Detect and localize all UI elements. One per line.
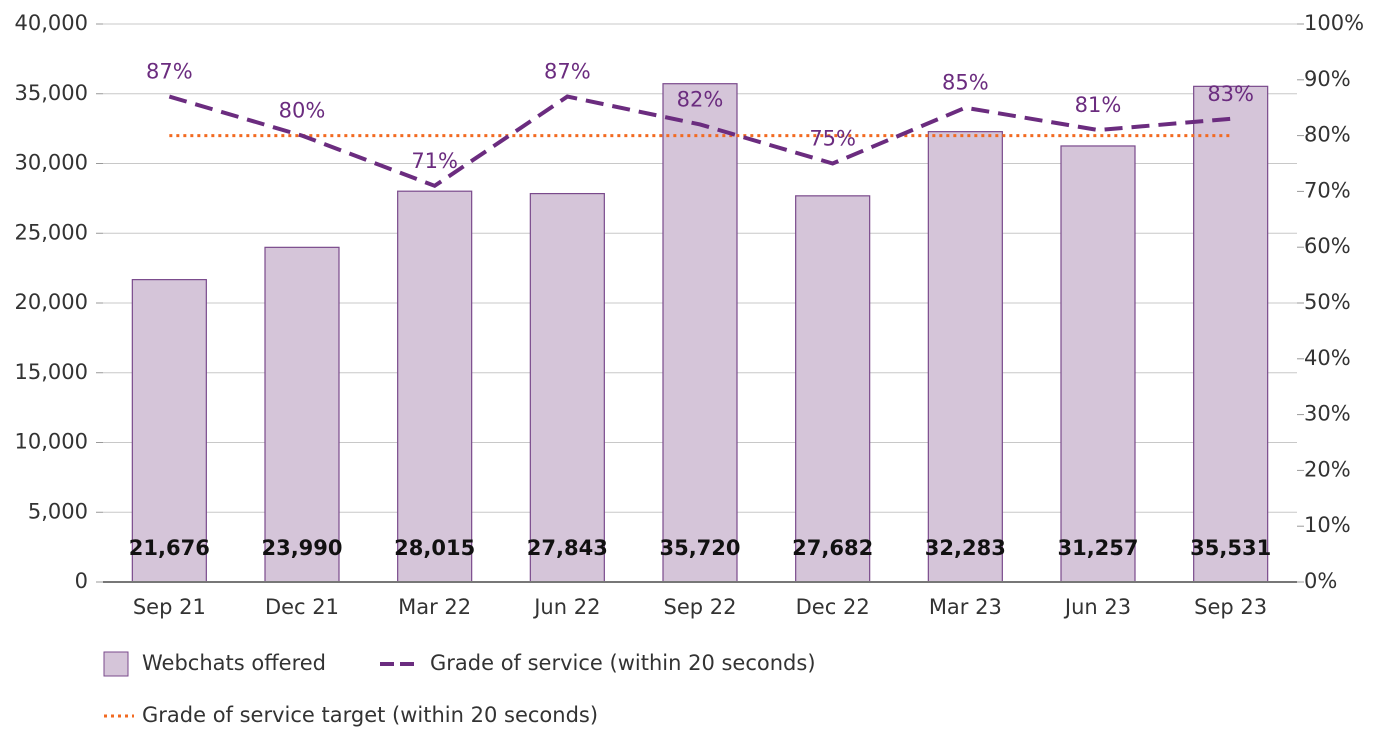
y2-tick-label: 0% bbox=[1304, 569, 1337, 593]
y-tick-label: 15,000 bbox=[15, 360, 88, 384]
line-value-label: 83% bbox=[1207, 82, 1254, 106]
line-value-label: 87% bbox=[544, 60, 591, 84]
y2-tick-label: 80% bbox=[1304, 123, 1351, 147]
x-tick-label: Jun 23 bbox=[1063, 595, 1131, 619]
y-tick-label: 30,000 bbox=[15, 151, 88, 175]
y2-tick-label: 10% bbox=[1304, 513, 1351, 537]
y2-tick-label: 100% bbox=[1304, 11, 1364, 35]
bar bbox=[529, 192, 605, 583]
x-tick-label: Dec 21 bbox=[265, 595, 339, 619]
y-tick-label: 5,000 bbox=[28, 499, 88, 523]
x-tick-label: Jun 22 bbox=[532, 595, 600, 619]
bar-value-label: 32,283 bbox=[925, 536, 1006, 560]
line-value-label: 80% bbox=[279, 99, 326, 123]
bar bbox=[131, 279, 207, 583]
x-tick-label: Mar 22 bbox=[398, 595, 471, 619]
bar-value-label: 31,257 bbox=[1057, 536, 1138, 560]
bar bbox=[264, 246, 340, 583]
y-tick-label: 25,000 bbox=[15, 220, 88, 244]
bar bbox=[1060, 145, 1136, 583]
bar-value-label: 27,682 bbox=[792, 536, 873, 560]
line-value-label: 87% bbox=[146, 60, 193, 84]
bar bbox=[1193, 85, 1269, 583]
y2-tick-label: 40% bbox=[1304, 346, 1351, 370]
y-tick-label: 10,000 bbox=[15, 430, 88, 454]
bar-value-label: 23,990 bbox=[261, 536, 342, 560]
bar-value-label: 28,015 bbox=[394, 536, 475, 560]
bar bbox=[397, 190, 473, 583]
y-tick-label: 20,000 bbox=[15, 290, 88, 314]
legend-label: Grade of service target (within 20 secon… bbox=[142, 703, 598, 727]
x-tick-label: Dec 22 bbox=[796, 595, 870, 619]
line-value-label: 81% bbox=[1075, 93, 1122, 117]
y2-tick-label: 50% bbox=[1304, 290, 1351, 314]
y2-tick-label: 20% bbox=[1304, 457, 1351, 481]
bar-value-label: 21,676 bbox=[129, 536, 210, 560]
y2-tick-label: 60% bbox=[1304, 234, 1351, 258]
y2-tick-label: 30% bbox=[1304, 402, 1351, 426]
line-value-label: 85% bbox=[942, 71, 989, 95]
line-value-label: 82% bbox=[677, 87, 724, 111]
legend-swatch bbox=[103, 651, 129, 677]
bar bbox=[662, 83, 738, 583]
x-tick-label: Sep 21 bbox=[133, 595, 206, 619]
line-value-label: 75% bbox=[809, 127, 856, 151]
y-tick-label: 0 bbox=[75, 569, 88, 593]
x-tick-label: Sep 23 bbox=[1194, 595, 1267, 619]
y2-tick-label: 90% bbox=[1304, 67, 1351, 91]
y2-tick-label: 70% bbox=[1304, 178, 1351, 202]
legend-label: Grade of service (within 20 seconds) bbox=[430, 651, 816, 675]
bar-value-label: 35,531 bbox=[1190, 536, 1271, 560]
legend-label: Webchats offered bbox=[142, 651, 326, 675]
bar-value-label: 27,843 bbox=[527, 536, 608, 560]
bar bbox=[927, 131, 1003, 583]
bar bbox=[795, 195, 871, 583]
bar-value-label: 35,720 bbox=[659, 536, 740, 560]
x-tick-label: Mar 23 bbox=[929, 595, 1002, 619]
line-value-label: 71% bbox=[411, 149, 458, 173]
x-tick-label: Sep 22 bbox=[664, 595, 737, 619]
line-series bbox=[168, 94, 1231, 189]
y-tick-label: 40,000 bbox=[15, 11, 88, 35]
y-tick-label: 35,000 bbox=[15, 81, 88, 105]
